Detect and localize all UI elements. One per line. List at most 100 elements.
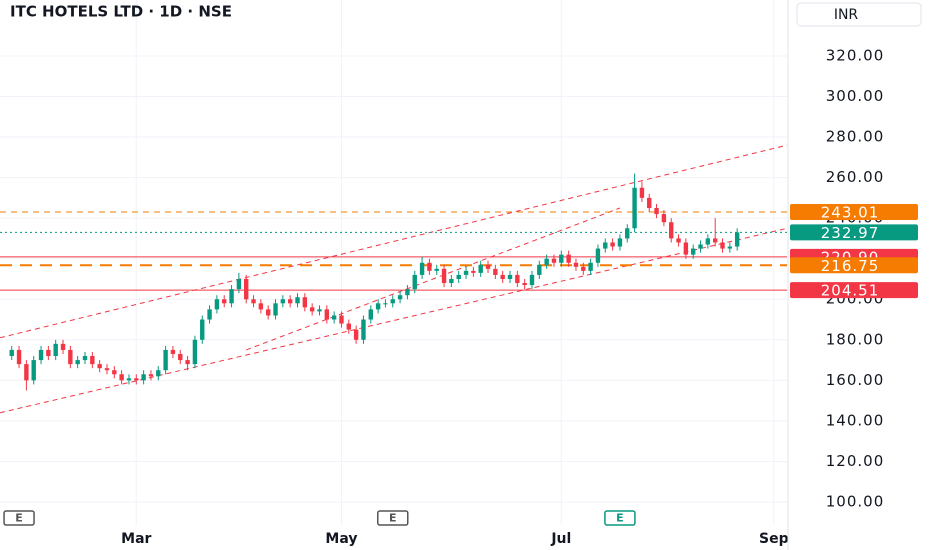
trend-line: [0, 144, 788, 339]
y-tick-label: 100.00: [826, 492, 885, 510]
candle-body: [654, 208, 659, 215]
candle-body: [258, 303, 264, 310]
candle-body: [16, 349, 22, 365]
candle-body: [24, 364, 29, 381]
candle-body: [9, 349, 14, 357]
candle-body: [727, 246, 733, 249]
price-axis-panel: [788, 0, 932, 550]
candle-body: [544, 258, 549, 265]
event-badge: [604, 510, 636, 526]
y-tick-label: 120.00: [826, 452, 885, 470]
candle-body: [507, 274, 513, 279]
candle-body: [38, 349, 44, 361]
event-label: E: [15, 512, 23, 525]
event-label: E: [389, 512, 397, 525]
y-tick-label: 140.00: [826, 411, 885, 429]
candle-body: [126, 378, 132, 381]
candle-body: [485, 264, 491, 269]
candle-body: [515, 274, 520, 284]
candle-body: [207, 309, 212, 320]
candle-body: [346, 323, 351, 330]
candle-body: [566, 254, 571, 263]
currency-label: INR: [834, 7, 859, 23]
candle-body: [691, 248, 696, 255]
candle-body: [339, 315, 344, 324]
candle-body: [478, 264, 483, 273]
x-tick-label: Mar: [121, 531, 151, 547]
candle-body: [573, 262, 579, 267]
price-label-box: [790, 257, 918, 274]
candle-body: [610, 242, 615, 247]
candle-body: [683, 242, 689, 255]
candle-body: [104, 368, 110, 371]
candle-body: [390, 299, 395, 304]
candle-body: [244, 278, 249, 300]
candle-body: [134, 378, 139, 381]
candle-body: [463, 270, 469, 275]
trend-line: [246, 207, 621, 351]
candle-body: [31, 360, 36, 381]
candle-body: [441, 268, 447, 284]
y-tick-label: 320.00: [826, 46, 885, 64]
candle-body: [449, 278, 454, 284]
candle-body: [361, 319, 366, 340]
candle-body: [251, 299, 256, 304]
candle-body: [698, 244, 703, 249]
candle-body: [676, 238, 681, 243]
candle-body: [522, 283, 527, 286]
x-tick-label: Sep: [759, 531, 789, 547]
candle-body: [588, 262, 593, 271]
price-label-box: [790, 282, 918, 299]
price-label: 216.75: [821, 257, 880, 275]
candle-body: [581, 266, 586, 271]
candle-body: [375, 303, 381, 310]
candle-body: [163, 349, 168, 371]
candle-body: [317, 309, 322, 312]
candle-body: [383, 303, 388, 305]
x-tick-label: Jul: [550, 531, 571, 547]
candle-body: [405, 289, 410, 296]
candle-body: [112, 370, 117, 375]
candle-body: [68, 349, 73, 365]
candle-body: [456, 274, 461, 279]
candle-body: [331, 315, 337, 320]
candle-body: [185, 360, 190, 365]
candle-body: [734, 232, 740, 247]
candle-body: [295, 297, 300, 304]
candle-body: [647, 197, 652, 209]
candle-body: [625, 228, 630, 239]
candle-body: [632, 187, 637, 229]
candle-body: [471, 270, 476, 273]
candle-body: [529, 274, 535, 286]
candle-body: [229, 289, 234, 304]
candle-body: [493, 268, 498, 275]
candle-body: [434, 268, 439, 271]
event-badge: [377, 510, 409, 526]
candle-body: [324, 309, 330, 320]
candle-body: [595, 248, 601, 263]
candle-body: [720, 242, 725, 249]
candle-body: [537, 264, 542, 275]
candle-body: [280, 299, 286, 304]
candle-body: [170, 349, 176, 354]
chart-title: ITC HOTELS LTD · 1D · NSE: [10, 3, 232, 21]
candle-body: [309, 307, 315, 312]
candle-body: [236, 278, 242, 290]
price-label-box: [790, 204, 918, 221]
candle-body: [368, 309, 373, 320]
candle-body: [265, 309, 271, 316]
candle-body: [222, 299, 227, 304]
y-tick-label: 180.00: [826, 330, 885, 348]
candle-body: [97, 364, 102, 369]
candle-body: [353, 329, 359, 340]
candle-body: [705, 238, 711, 245]
candle-body: [156, 370, 161, 377]
candle-body: [214, 299, 220, 310]
price-label: 204.51: [821, 282, 880, 300]
candle-body: [119, 374, 124, 381]
y-tick-label: 280.00: [826, 128, 885, 146]
candle-body: [669, 222, 674, 239]
candle-body: [148, 374, 154, 377]
